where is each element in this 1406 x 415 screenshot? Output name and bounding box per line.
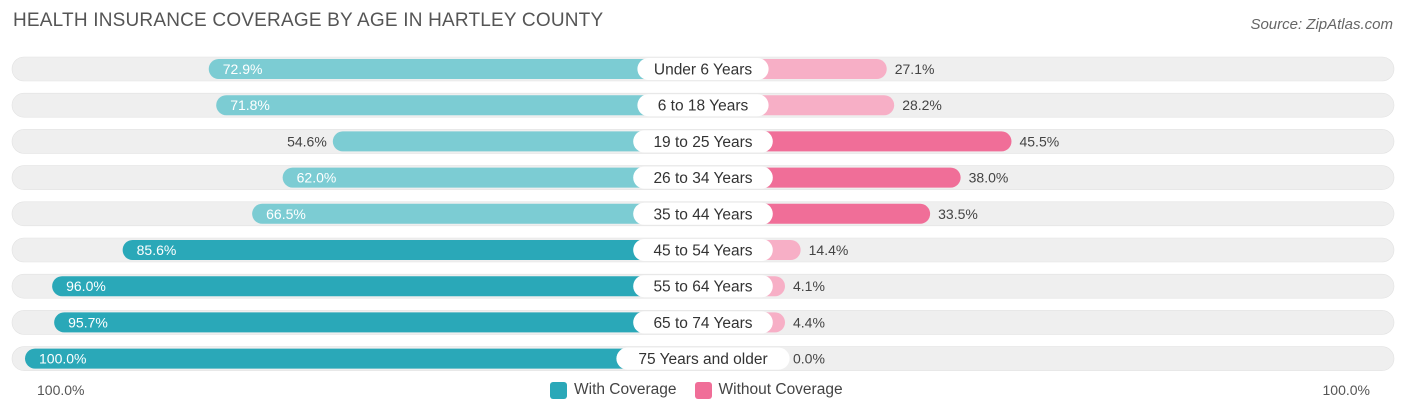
legend-swatch-with-coverage: [550, 381, 567, 399]
category-label: 19 to 25 Years: [653, 134, 752, 151]
value-label-with-coverage: 62.0%: [297, 170, 337, 186]
legend-item-with-coverage: With Coverage: [550, 381, 677, 399]
value-label-without-coverage: 28.2%: [902, 97, 942, 113]
category-pill: [633, 239, 773, 261]
category-label: 45 to 54 Years: [653, 243, 752, 260]
legend-swatch-without-coverage: [694, 381, 712, 399]
value-label-with-coverage: 85.6%: [137, 242, 177, 258]
bar-with-coverage: [25, 348, 703, 369]
category-label: 55 to 64 Years: [653, 279, 752, 296]
value-label-without-coverage: 38.0%: [969, 170, 1009, 186]
chart-plot: 72.9% 27.1% Under 6 Years 71.8% 28.2% 6 to 18…: [11, 56, 1395, 371]
value-label-with-coverage: 54.6%: [287, 133, 327, 149]
category-pill: [637, 58, 769, 80]
value-label-without-coverage: 27.1%: [895, 61, 935, 77]
axis-left-label: 100.0%: [37, 382, 85, 398]
bar-with-coverage: [252, 203, 703, 224]
bar-with-coverage: [208, 59, 703, 79]
value-label-with-coverage: 71.8%: [230, 97, 270, 113]
legend-label-with-coverage: With Coverage: [574, 381, 677, 398]
value-label-without-coverage: 14.4%: [809, 242, 849, 258]
legend-label-without-coverage: Without Coverage: [718, 381, 843, 398]
category-label: 35 to 44 Years: [653, 206, 752, 223]
bar-with-coverage: [282, 167, 703, 188]
category-label: 26 to 34 Years: [653, 170, 752, 187]
bar-with-coverage: [216, 95, 704, 116]
value-label-with-coverage: 96.0%: [66, 278, 106, 294]
value-label-without-coverage: 4.4%: [793, 314, 825, 330]
value-label-with-coverage: 95.7%: [68, 314, 108, 330]
category-pill: [633, 202, 773, 225]
source-credit: Source: ZipAtlas.com: [1250, 16, 1393, 33]
category-label: Under 6 Years: [654, 62, 752, 79]
chart-title: HEALTH INSURANCE COVERAGE BY AGE IN HART…: [13, 10, 604, 31]
value-label-without-coverage: 45.5%: [1019, 133, 1059, 149]
category-pill: [633, 275, 773, 298]
category-pill: [633, 166, 773, 189]
category-pill: [637, 94, 769, 117]
category-pill: [633, 130, 773, 153]
category-pill: [616, 347, 790, 370]
value-label-with-coverage: 72.9%: [223, 61, 263, 77]
category-pill: [633, 311, 773, 334]
value-label-without-coverage: 33.5%: [938, 206, 978, 222]
legend-item-without-coverage: Without Coverage: [694, 381, 843, 399]
bar-with-coverage: [54, 312, 704, 333]
value-label-with-coverage: 66.5%: [266, 206, 306, 222]
legend: With Coverage Without Coverage: [550, 381, 861, 399]
value-label-without-coverage: 4.1%: [793, 278, 825, 294]
value-label-with-coverage: 100.0%: [39, 351, 86, 367]
bar-with-coverage: [122, 240, 703, 260]
category-label: 75 Years and older: [638, 351, 767, 368]
category-label: 65 to 74 Years: [653, 315, 752, 332]
bar-with-coverage: [332, 131, 703, 152]
bar-with-coverage: [52, 276, 704, 297]
value-label-without-coverage: 0.0%: [793, 351, 825, 367]
axis-right-label: 100.0%: [1322, 382, 1370, 398]
category-label: 6 to 18 Years: [658, 98, 749, 115]
bar-without-coverage: [703, 131, 1012, 152]
